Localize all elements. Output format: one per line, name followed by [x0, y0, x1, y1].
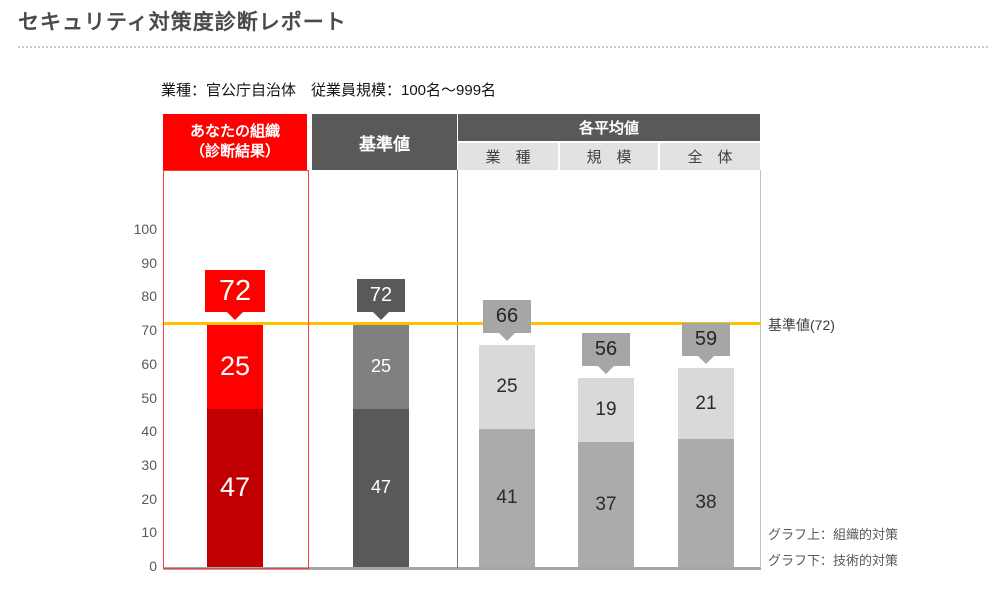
- your-org-header-line1: あなたの組織: [189, 123, 280, 140]
- badge-pointer-icon: [373, 312, 389, 321]
- segment-value: 25: [219, 350, 251, 381]
- title-divider: [18, 46, 988, 48]
- bar-total-badge: 59: [682, 323, 730, 365]
- y-tick-label: 90: [141, 254, 157, 271]
- y-tick-label: 50: [141, 389, 157, 406]
- segment-value: 38: [695, 491, 717, 513]
- bar-segment: 37: [578, 442, 634, 567]
- bar-total-badge: 66: [483, 299, 531, 341]
- bar-segment: 25: [479, 344, 535, 429]
- page-title: セキュリティ対策度診断レポート: [18, 11, 347, 34]
- baseline-header: 基準値: [312, 114, 457, 170]
- baseline-line: [163, 322, 761, 325]
- your-org-header: あなたの組織 （診断結果）: [163, 114, 307, 170]
- bar-total-badge: 72: [205, 270, 265, 321]
- legend-upper-note: グラフ上：組織的対策: [768, 527, 899, 542]
- avg-scale-header: 規 模: [560, 143, 658, 170]
- bar-segment: 25: [207, 324, 263, 409]
- badge-pointer-icon: [698, 356, 714, 365]
- y-tick-label: 100: [133, 221, 157, 237]
- segment-value: 47: [219, 472, 251, 503]
- badge-pointer-icon: [227, 312, 243, 321]
- segment-value: 25: [370, 355, 392, 376]
- baseline-column-separator: [457, 170, 458, 568]
- legend-lower-note: グラフ下：技術的対策: [768, 553, 899, 568]
- report-conditions: 業種：官公庁自治体 従業員規模：100名～999名: [161, 82, 497, 99]
- segment-value: 19: [595, 399, 617, 421]
- segment-value: 25: [496, 375, 518, 397]
- segment-value: 47: [370, 477, 392, 498]
- x-axis-line: [163, 567, 761, 570]
- y-tick-label: 60: [141, 355, 157, 372]
- bar-total-badge: 56: [582, 333, 630, 375]
- segment-value: 37: [595, 493, 617, 515]
- averages-group-header: 各平均値: [458, 114, 760, 141]
- avg-overall-header: 全 体: [660, 143, 760, 170]
- y-tick-label: 0: [149, 558, 157, 574]
- bar-segment: 25: [353, 324, 409, 409]
- y-tick-label: 80: [141, 288, 157, 305]
- badge-pointer-icon: [499, 332, 515, 341]
- bar-total-badge: 72: [357, 279, 405, 321]
- y-tick-label: 40: [141, 423, 157, 440]
- segment-value: 21: [695, 392, 717, 414]
- bar-segment: 41: [479, 428, 535, 567]
- plot-right-border: [760, 170, 761, 568]
- bar-segment: 19: [578, 378, 634, 443]
- y-tick-label: 30: [141, 456, 157, 473]
- avg-industry-header: 業 種: [458, 143, 558, 170]
- bar-segment: 47: [353, 408, 409, 567]
- bar-segment: 21: [678, 368, 734, 439]
- badge-pointer-icon: [598, 366, 614, 375]
- bar-segment: 38: [678, 438, 734, 567]
- y-tick-label: 70: [141, 322, 157, 339]
- y-tick-label: 10: [141, 524, 157, 541]
- bar-segment: 47: [207, 408, 263, 567]
- baseline-line-label: 基準値(72): [768, 317, 835, 333]
- your-org-header-line2: （診断結果）: [189, 143, 280, 160]
- segment-value: 41: [496, 486, 518, 508]
- y-tick-label: 20: [141, 490, 157, 507]
